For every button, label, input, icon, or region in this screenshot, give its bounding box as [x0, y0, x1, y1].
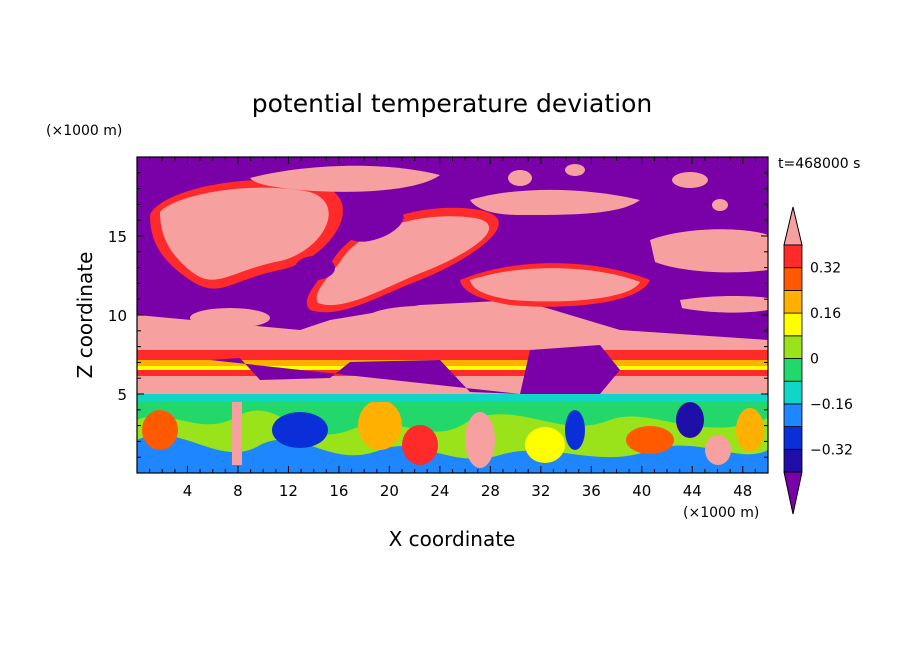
- colorbar: 0.32 0.16 0 −0.16 −0.32: [783, 206, 853, 515]
- x-axis-label: X coordinate: [389, 527, 516, 551]
- colorbar-segment: [783, 426, 803, 450]
- colorbar-segment: [783, 380, 803, 405]
- colorbar-label: 0.32: [810, 261, 841, 277]
- x-tick-label: 8: [233, 482, 243, 500]
- colorbar-segment: [783, 267, 803, 291]
- colorbar-label: 0: [810, 352, 819, 368]
- x-tick-label: 24: [430, 482, 449, 500]
- colorbar-segment: [783, 335, 803, 359]
- colorbar-label: 0.16: [810, 306, 841, 322]
- y-tick-label: 10: [108, 307, 127, 325]
- x-tick-label: 36: [582, 482, 601, 500]
- x-tick-label: 40: [632, 482, 651, 500]
- colorbar-segment: [783, 289, 803, 314]
- colorbar-extend-max: [783, 206, 803, 246]
- x-axis-ticks: 4 8 12 16 20 24 28 32 36 40 44 48: [149, 157, 756, 500]
- x-tick-label: 12: [279, 482, 298, 500]
- colorbar-segment: [783, 448, 803, 473]
- x-unit-label: (×1000 m): [683, 505, 759, 521]
- colorbar-segment: [783, 358, 803, 382]
- y-axis-ticks: 5 10 15: [108, 172, 768, 458]
- y-axis-label: Z coordinate: [73, 252, 97, 379]
- chart-title: potential temperature deviation: [252, 89, 652, 118]
- x-tick-label: 44: [683, 482, 702, 500]
- x-tick-label: 16: [329, 482, 348, 500]
- x-tick-label: 20: [380, 482, 399, 500]
- middle-layer: [137, 300, 768, 394]
- y-tick-label: 5: [117, 386, 127, 404]
- contour-field: [137, 157, 768, 473]
- time-label: t=468000 s: [778, 156, 860, 172]
- y-tick-label: 15: [108, 228, 127, 246]
- lower-layer: [137, 394, 768, 473]
- x-tick-label: 32: [531, 482, 550, 500]
- colorbar-segment: [783, 312, 803, 337]
- colorbar-label: −0.32: [810, 442, 853, 458]
- y-unit-label: (×1000 m): [46, 123, 122, 139]
- x-tick-label: 4: [183, 482, 193, 500]
- colorbar-segment: [783, 244, 803, 269]
- x-tick-label: 48: [733, 482, 752, 500]
- upper-layer: [150, 164, 768, 335]
- x-tick-label: 28: [481, 482, 500, 500]
- colorbar-label: −0.16: [810, 397, 853, 413]
- colorbar-segment: [783, 403, 803, 427]
- colorbar-extend-min: [783, 471, 803, 515]
